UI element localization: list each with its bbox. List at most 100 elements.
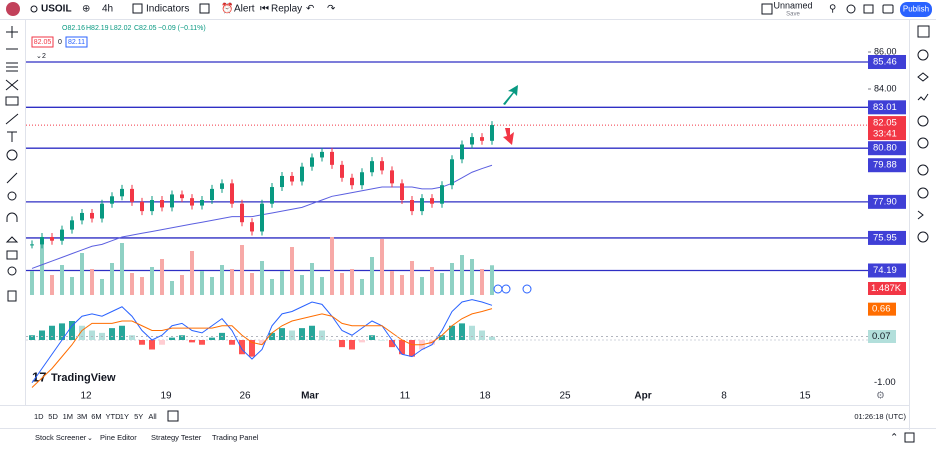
macd-histogram [239, 340, 245, 355]
down-arrow [503, 128, 514, 145]
price-tick-label: 86.00 [874, 46, 897, 56]
range-button[interactable]: 5Y [134, 412, 143, 421]
event-marker[interactable] [501, 284, 511, 294]
range-button[interactable]: 6M [91, 412, 101, 421]
macd-histogram [169, 337, 175, 340]
tab-dropdown[interactable]: ⌄ [87, 435, 93, 442]
volume-bar [370, 257, 374, 295]
macd-histogram [139, 340, 145, 345]
time-label: Apr [634, 391, 651, 402]
candle-body [310, 157, 314, 167]
range-button[interactable]: YTD [106, 412, 122, 421]
bid[interactable]: 82.05 [34, 39, 52, 46]
volume-bar [390, 271, 394, 295]
candle-body [280, 175, 284, 188]
candle-body [300, 166, 304, 182]
range-button[interactable]: 5D [48, 412, 58, 421]
macd-histogram [299, 328, 305, 340]
macd-histogram [199, 340, 205, 345]
macd-histogram [179, 335, 185, 340]
ma-label: 79.88 [873, 160, 897, 171]
level-label: 77.90 [873, 196, 897, 207]
candle-body [260, 203, 264, 232]
event-marker[interactable] [522, 284, 532, 294]
event-marker[interactable] [493, 284, 503, 294]
date-range-icon[interactable] [167, 410, 179, 422]
publish-label[interactable]: Publish [903, 5, 929, 14]
replay-icon[interactable]: ⏮ [260, 4, 269, 15]
indicators-button[interactable]: Indicators [146, 4, 189, 15]
candle-body [490, 125, 494, 141]
range-button[interactable]: All [148, 412, 157, 421]
volume-bar [450, 263, 454, 295]
level-label-box [868, 263, 906, 278]
publish-button[interactable] [900, 2, 932, 17]
candle-body [240, 203, 244, 223]
drawing-tools[interactable] [5, 26, 19, 302]
collapsed-count[interactable]: 2 [42, 53, 46, 60]
range-button[interactable]: 1Y [120, 412, 129, 421]
collapse-toggle[interactable]: ⌄ [36, 53, 42, 60]
candle-body [320, 151, 324, 158]
bottom-tab[interactable]: Strategy Tester [151, 433, 202, 442]
volume-bar [50, 275, 54, 295]
clock[interactable]: 01:26:18 (UTC) [854, 412, 906, 421]
time-label: 15 [799, 391, 811, 402]
candle-body [270, 187, 274, 204]
snapshot[interactable] [882, 4, 894, 14]
bid-box[interactable] [31, 36, 54, 48]
save-status[interactable]: Save [786, 12, 800, 18]
indicators-icon[interactable] [132, 3, 143, 14]
layout-name[interactable]: Unnamed [773, 0, 812, 10]
layout-icon[interactable] [761, 3, 773, 15]
add-symbol[interactable]: ⊕ [82, 4, 90, 15]
undo[interactable]: ↶ [306, 4, 314, 15]
brand: TradingView [51, 372, 116, 384]
volume-bar [180, 275, 184, 295]
volume-bar [410, 261, 414, 295]
candle-body [200, 200, 204, 206]
volume-bar [150, 267, 154, 295]
candle-body [250, 222, 254, 232]
axis-settings[interactable]: ⚙ [876, 391, 885, 402]
redo[interactable]: ↷ [327, 4, 336, 15]
collapse-panel[interactable]: ⌃ [890, 433, 898, 444]
ask-box[interactable] [65, 36, 88, 48]
avatar[interactable] [6, 2, 20, 16]
settings[interactable] [846, 4, 856, 14]
alert-button[interactable]: Alert [234, 4, 255, 15]
range-button[interactable]: 1M [63, 412, 73, 421]
signal-label: 0.66 [872, 304, 891, 315]
search-icon[interactable] [30, 5, 38, 13]
symbol[interactable]: USOIL [41, 4, 72, 15]
candle-body [410, 200, 414, 212]
range-button[interactable]: 1D [34, 412, 44, 421]
fullscreen[interactable] [863, 4, 874, 14]
volume-bar [340, 273, 344, 295]
layouts-icon[interactable] [199, 3, 210, 14]
range-button[interactable]: 3M [77, 412, 87, 421]
candle-body [440, 185, 444, 204]
candle-body [190, 198, 194, 206]
volume-bar [350, 269, 354, 295]
bottom-tab[interactable]: Trading Panel [212, 433, 259, 442]
macd-histogram [489, 336, 495, 340]
replay-button[interactable]: Replay [271, 4, 302, 15]
alert-icon[interactable]: ⏰ [221, 2, 233, 15]
candle-body [220, 183, 224, 189]
time-label: 11 [400, 391, 411, 402]
bottom-tab[interactable]: Pine Editor [100, 433, 137, 442]
quick-search[interactable]: ⚲ [829, 4, 836, 15]
maximize-panel[interactable] [904, 432, 915, 443]
volume-bar [290, 247, 294, 295]
macd-histogram [29, 335, 35, 340]
candle-body [380, 161, 384, 171]
volume-bar [70, 277, 74, 295]
volume-bar [120, 243, 124, 295]
bottom-tab[interactable]: Stock Screener [35, 433, 87, 442]
volume-bar [80, 253, 84, 295]
ask[interactable]: 82.11 [68, 39, 85, 46]
candle-body [130, 188, 134, 202]
widget-bar[interactable] [917, 25, 930, 243]
interval[interactable]: 4h [102, 4, 113, 15]
